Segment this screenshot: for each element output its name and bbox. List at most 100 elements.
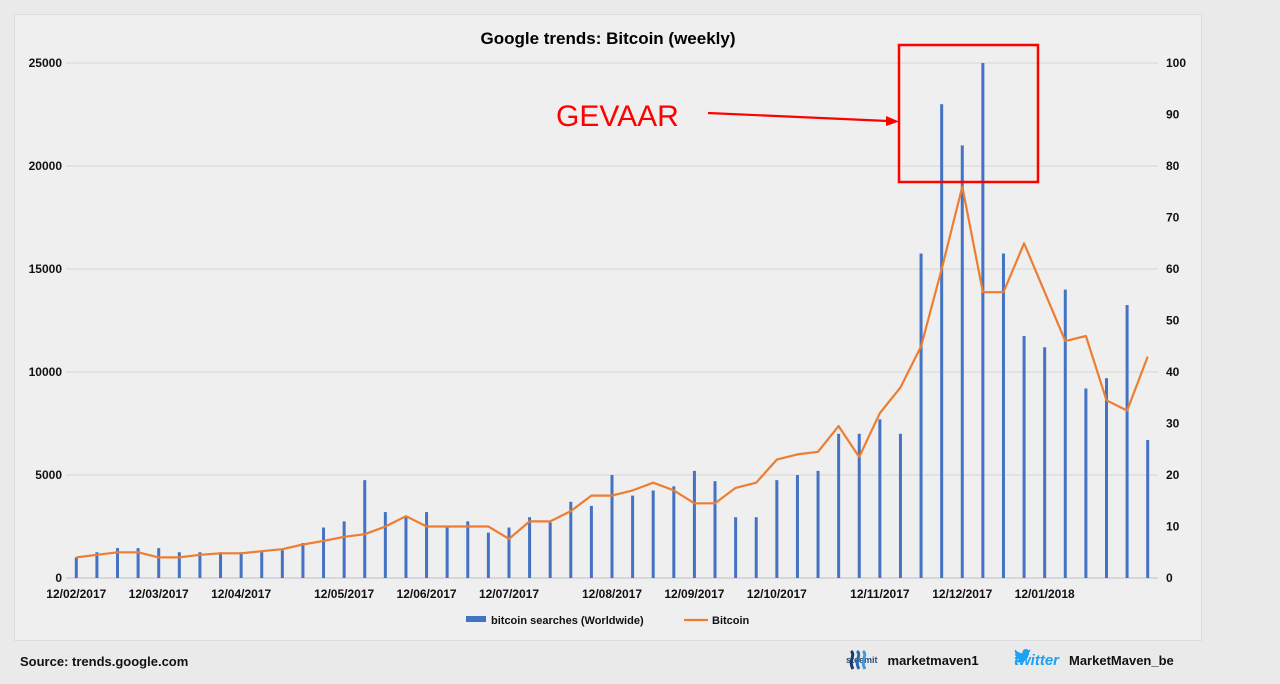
bar <box>960 145 964 578</box>
bar <box>280 550 284 578</box>
bar <box>260 552 264 578</box>
bar <box>95 552 99 578</box>
bar <box>692 470 696 578</box>
bar <box>589 505 593 578</box>
bar <box>651 490 655 578</box>
bar <box>919 253 923 579</box>
bar <box>1043 347 1047 578</box>
y-right-tick-label: 20 <box>1166 468 1180 482</box>
y-right-tick-label: 40 <box>1166 365 1180 379</box>
x-tick-label: 12/02/2017 <box>46 587 106 601</box>
bar <box>342 521 346 578</box>
steemit-icon <box>849 649 867 670</box>
bar <box>466 521 470 578</box>
x-tick-label: 12/07/2017 <box>479 587 539 601</box>
bar <box>486 532 490 578</box>
bar <box>219 552 223 578</box>
bar <box>1104 378 1108 578</box>
bar <box>445 527 449 578</box>
twitter-handle: MarketMaven_be <box>1069 652 1174 668</box>
bar <box>754 517 758 578</box>
x-tick-label: 12/12/2017 <box>932 587 992 601</box>
annotation-arrow-shaft <box>707 111 889 123</box>
y-right-tick-label: 10 <box>1166 520 1180 534</box>
bar <box>610 475 614 578</box>
y-right-tick-label: 60 <box>1166 262 1180 276</box>
bar <box>301 542 305 578</box>
y-right-tick-label: 80 <box>1166 159 1180 173</box>
bar <box>631 495 635 578</box>
bar <box>136 548 140 578</box>
series-line-bitcoin <box>76 185 1149 559</box>
bar <box>1022 335 1026 578</box>
x-tick-label: 12/10/2017 <box>747 587 807 601</box>
bar <box>1084 388 1088 578</box>
bar <box>734 517 738 578</box>
bar <box>363 480 367 578</box>
bar <box>981 63 985 578</box>
legend-swatch-bar <box>466 616 486 622</box>
y-left-tick-label: 10000 <box>29 365 63 379</box>
steemit-handle: marketmaven1 <box>887 652 979 668</box>
bar <box>795 475 799 578</box>
bar <box>878 419 882 578</box>
x-tick-label: 12/08/2017 <box>582 587 642 601</box>
chart-svg: Google trends: Bitcoin (weekly)050001000… <box>29 29 1187 627</box>
x-tick-label: 12/05/2017 <box>314 587 374 601</box>
x-tick-label: 12/09/2017 <box>664 587 724 601</box>
bar <box>816 470 820 578</box>
steemit-wordmark: steemit <box>846 655 878 665</box>
bar <box>177 552 181 578</box>
bar <box>116 548 120 578</box>
bar <box>198 552 202 578</box>
y-left-tick-label: 15000 <box>29 262 63 276</box>
y-right-tick-label: 50 <box>1166 314 1180 328</box>
x-tick-label: 12/06/2017 <box>397 587 457 601</box>
y-right-tick-label: 0 <box>1166 571 1173 585</box>
y-left-tick-label: 5000 <box>35 468 62 482</box>
steemit-brand: steemit marketmaven1 <box>846 648 979 672</box>
bar <box>74 557 78 578</box>
annotation-arrow-head <box>886 116 899 126</box>
bar <box>672 486 676 578</box>
bar <box>383 512 387 578</box>
bar <box>1125 305 1129 578</box>
bar <box>569 501 573 578</box>
bar <box>548 522 552 578</box>
bar <box>404 516 408 578</box>
bar <box>1001 253 1005 579</box>
bar <box>775 480 779 578</box>
y-left-tick-label: 25000 <box>29 56 63 70</box>
bar <box>1146 439 1150 578</box>
twitter-brand: twitter MarketMaven_be <box>1014 648 1174 672</box>
bar <box>528 517 532 578</box>
y-left-tick-label: 0 <box>55 571 62 585</box>
bar <box>713 481 717 578</box>
legend-label-line: Bitcoin <box>712 615 750 627</box>
x-tick-label: 12/01/2018 <box>1015 587 1075 601</box>
bar <box>898 433 902 578</box>
bar <box>857 433 861 578</box>
y-right-tick-label: 100 <box>1166 56 1186 70</box>
y-right-tick-label: 90 <box>1166 108 1180 122</box>
chart-title: Google trends: Bitcoin (weekly) <box>480 29 735 48</box>
annotation-text: GEVAAR <box>556 100 679 133</box>
y-right-tick-label: 70 <box>1166 211 1180 225</box>
x-tick-label: 12/03/2017 <box>129 587 189 601</box>
chart-panel: Google trends: Bitcoin (weekly) 0 5000 1000… <box>14 14 1202 641</box>
bar <box>940 104 944 578</box>
bar <box>322 527 326 578</box>
bar <box>425 512 429 578</box>
bar <box>1063 289 1067 578</box>
bar <box>239 552 243 578</box>
bar <box>837 433 841 578</box>
bar <box>507 527 511 578</box>
annotation-box <box>897 43 1040 184</box>
x-tick-label: 12/04/2017 <box>211 587 271 601</box>
y-right-tick-label: 30 <box>1166 417 1180 431</box>
x-tick-label: 12/11/2017 <box>850 587 910 601</box>
bar <box>157 548 161 578</box>
y-left-tick-label: 20000 <box>29 159 63 173</box>
legend-label-bar: bitcoin searches (Worldwide) <box>491 615 644 627</box>
source-label: Source: trends.google.com <box>20 654 189 669</box>
